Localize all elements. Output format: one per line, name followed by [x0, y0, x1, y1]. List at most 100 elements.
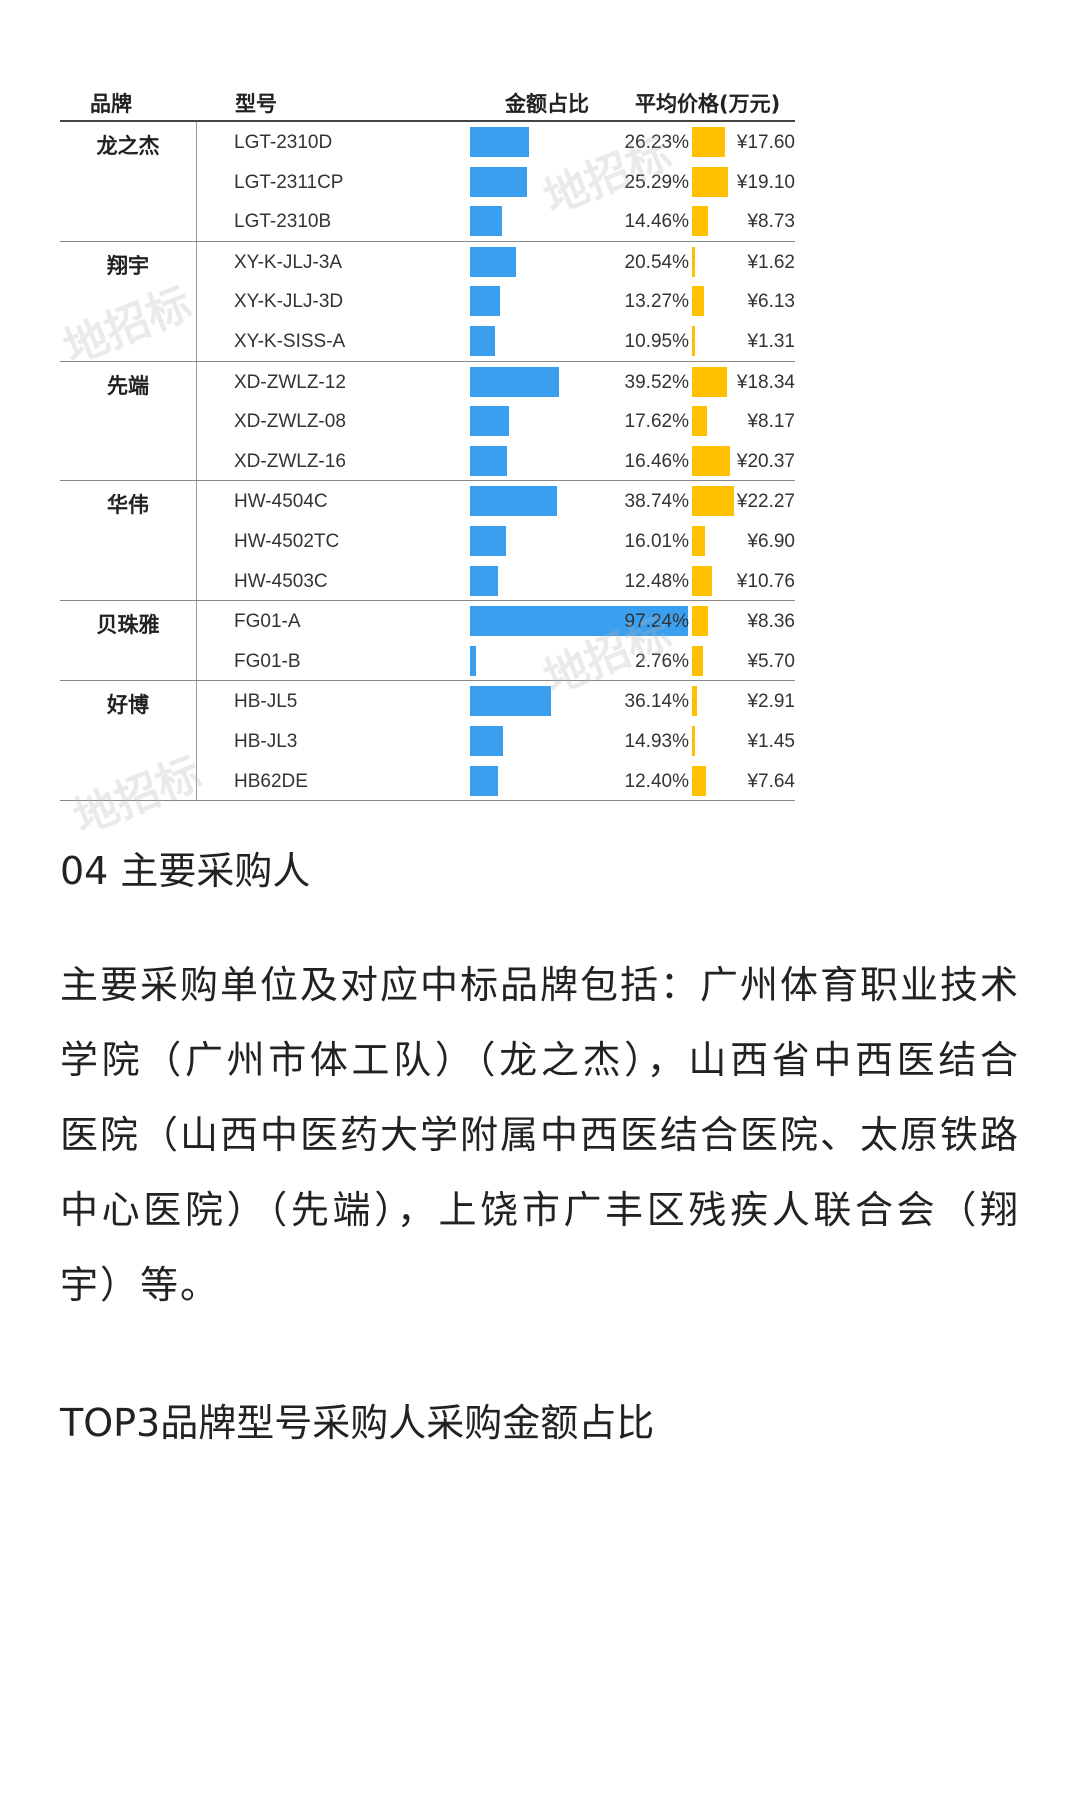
- price-bar: [692, 325, 695, 356]
- section-title: 04 主要采购人: [60, 849, 311, 893]
- model-cell: XD-ZWLZ-12: [234, 371, 346, 393]
- header-brand: 品牌: [90, 92, 132, 116]
- price-value: ¥8.17: [747, 411, 795, 433]
- share-bar: [470, 127, 529, 157]
- price-bar: [692, 565, 713, 596]
- brand-group: 龙之杰 LGT-2310D 26.23% ¥17.60 LGT-2311CP 25.29%…: [60, 122, 795, 242]
- table-header: 品牌 型号 金额占比 平均价格(万元): [60, 80, 795, 122]
- model-cell: XD-ZWLZ-16: [234, 450, 346, 472]
- share-value: 12.48%: [624, 570, 689, 592]
- table-row: XD-ZWLZ-08 17.62% ¥8.17: [60, 401, 795, 441]
- price-value: ¥18.34: [736, 371, 795, 393]
- brand-name: 翔宇: [107, 253, 149, 278]
- column-divider: [196, 681, 197, 801]
- share-value: 17.62%: [624, 411, 689, 433]
- share-bar: [470, 606, 688, 637]
- table-row: LGT-2310D 26.23% ¥17.60: [60, 122, 795, 162]
- price-value: ¥7.64: [747, 770, 795, 792]
- price-value: ¥8.73: [747, 211, 795, 233]
- brand-name: 好博: [107, 693, 149, 718]
- table-row: HB-JL3 14.93% ¥1.45: [60, 721, 795, 761]
- model-cell: HW-4503C: [234, 570, 328, 592]
- column-divider: [196, 481, 197, 601]
- price-value: ¥5.70: [747, 650, 795, 672]
- model-cell: HB-JL3: [234, 730, 298, 752]
- table-row: HW-4503C 12.48% ¥10.76: [60, 561, 795, 601]
- brand-group: 好博 HB-JL5 36.14% ¥2.91 HB-JL3 14.93% ¥1.45 HB62…: [60, 681, 795, 802]
- price-bar: [692, 765, 707, 796]
- table-row: FG01-A 97.24% ¥8.36: [60, 601, 795, 641]
- share-bar: [470, 406, 510, 437]
- share-value: 16.01%: [624, 530, 689, 552]
- brand-name: 先端: [107, 373, 149, 398]
- table-row: XD-ZWLZ-12 39.52% ¥18.34: [60, 362, 795, 402]
- brand-name: 贝珠雅: [96, 613, 160, 638]
- table-row: HW-4502TC 16.01% ¥6.90: [60, 521, 795, 561]
- price-value: ¥6.13: [747, 291, 795, 313]
- price-value: ¥20.37: [736, 450, 795, 472]
- model-cell: LGT-2310D: [234, 132, 333, 153]
- price-bar: [692, 366, 727, 397]
- share-bar: [470, 246, 516, 277]
- price-bar: [692, 286, 704, 317]
- share-bar: [470, 565, 498, 596]
- share-bar: [470, 445, 507, 476]
- price-bar: [692, 166, 729, 197]
- brand-model-table: 品牌 型号 金额占比 平均价格(万元) 龙之杰 LGT-2310D 26.23% ¥1…: [60, 80, 795, 802]
- header-price: 平均价格(万元): [635, 92, 781, 116]
- price-value: ¥17.60: [736, 132, 795, 153]
- model-cell: FG01-B: [234, 650, 301, 672]
- share-bar: [470, 486, 557, 517]
- brand-group: 贝珠雅 FG01-A 97.24% ¥8.36 FG01-B 2.76% ¥5.70: [60, 601, 795, 682]
- table-row: LGT-2310B 14.46% ¥8.73: [60, 201, 795, 241]
- share-value: 38.74%: [624, 491, 689, 513]
- share-value: 2.76%: [635, 650, 689, 672]
- price-bar: [692, 486, 734, 517]
- table-row: HB-JL5 36.14% ¥2.91: [60, 681, 795, 721]
- table-row: XD-ZWLZ-16 16.46% ¥20.37: [60, 441, 795, 481]
- model-cell: LGT-2311CP: [234, 171, 344, 193]
- model-cell: XY-K-SISS-A: [234, 330, 346, 352]
- share-value: 12.40%: [624, 770, 689, 792]
- brand-group: 先端 XD-ZWLZ-12 39.52% ¥18.34 XD-ZWLZ-08 17.62%…: [60, 361, 795, 482]
- share-bar: [470, 686, 551, 717]
- price-value: ¥19.10: [736, 171, 795, 193]
- price-value: ¥6.90: [747, 530, 795, 552]
- model-cell: FG01-A: [234, 611, 301, 633]
- share-value: 39.52%: [624, 371, 689, 393]
- share-value: 16.46%: [624, 450, 689, 472]
- share-value: 10.95%: [624, 330, 689, 352]
- price-value: ¥22.27: [736, 491, 795, 513]
- brand-name: 华伟: [107, 493, 149, 518]
- column-divider: [196, 361, 197, 481]
- price-bar: [692, 406, 708, 437]
- price-value: ¥1.62: [747, 251, 795, 273]
- model-cell: HB-JL5: [234, 691, 298, 713]
- price-bar: [692, 525, 705, 556]
- column-divider: [196, 122, 197, 241]
- share-bar: [470, 645, 477, 676]
- price-value: ¥2.91: [747, 691, 795, 713]
- price-value: ¥1.45: [747, 730, 795, 752]
- model-cell: XY-K-JLJ-3A: [234, 251, 343, 273]
- table-row: XY-K-JLJ-3D 13.27% ¥6.13: [60, 281, 795, 321]
- table-row: LGT-2311CP 25.29% ¥19.10: [60, 162, 795, 202]
- share-bar: [470, 765, 498, 796]
- share-value: 97.24%: [624, 611, 689, 633]
- table-row: FG01-B 2.76% ¥5.70: [60, 641, 795, 681]
- header-model: 型号: [235, 92, 277, 116]
- brand-group: 翔宇 XY-K-JLJ-3A 20.54% ¥1.62 XY-K-JLJ-3D 13.27…: [60, 241, 795, 362]
- table-row: HW-4504C 38.74% ¥22.27: [60, 481, 795, 521]
- model-cell: HW-4502TC: [234, 530, 340, 552]
- share-bar: [470, 366, 559, 397]
- price-bar: [692, 246, 696, 277]
- price-bar: [692, 445, 731, 476]
- model-cell: LGT-2310B: [234, 211, 332, 233]
- table-row: XY-K-SISS-A 10.95% ¥1.31: [60, 321, 795, 361]
- column-divider: [196, 241, 197, 361]
- table-row: XY-K-JLJ-3A 20.54% ¥1.62: [60, 242, 795, 282]
- share-bar: [470, 725, 504, 756]
- share-value: 25.29%: [624, 171, 689, 193]
- share-value: 36.14%: [624, 691, 689, 713]
